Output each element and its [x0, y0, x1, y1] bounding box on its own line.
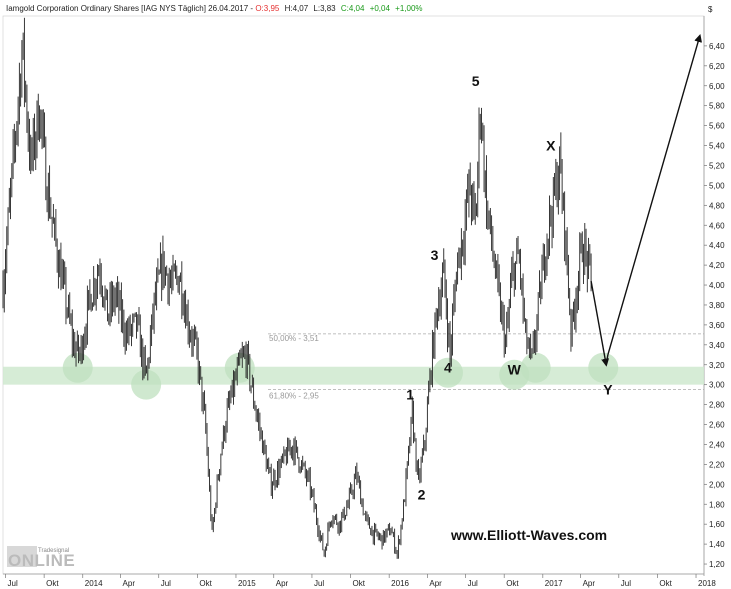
close-value: C:4,04 — [341, 4, 365, 13]
y-tick-label: 4,20 — [709, 261, 725, 270]
x-tick-label: Apr — [123, 579, 136, 588]
y-tick-label: 3,40 — [709, 341, 725, 350]
logo-small-text: Tradesignal — [38, 548, 69, 554]
forecast-arrow — [590, 280, 610, 367]
y-tick-label: 1,40 — [709, 540, 725, 549]
support-circle — [62, 352, 93, 383]
x-tick-label: 2018 — [698, 579, 716, 588]
currency-symbol: $ — [708, 5, 713, 14]
y-tick-label: 2,00 — [709, 480, 725, 489]
y-tick-label: 4,00 — [709, 281, 725, 290]
logo-box — [7, 546, 37, 567]
open-value: O:3,95 — [255, 4, 280, 13]
y-tick-label: 2,60 — [709, 421, 725, 430]
wave-label: 1 — [406, 387, 414, 403]
y-tick-label: 5,00 — [709, 181, 725, 190]
y-tick-label: 1,80 — [709, 500, 725, 509]
y-tick-label: 3,60 — [709, 321, 725, 330]
chart-title: Iamgold Corporation Ordinary Shares [IAG… — [6, 4, 253, 13]
chart-header: Iamgold Corporation Ordinary Shares [IAG… — [6, 4, 423, 13]
x-tick-label: Jul — [468, 579, 478, 588]
forecast-arrow — [605, 354, 609, 365]
y-tick-label: 1,60 — [709, 520, 725, 529]
y-tick-label: 3,80 — [709, 301, 725, 310]
x-tick-label: Apr — [429, 579, 442, 588]
y-tick-label: 5,80 — [709, 102, 725, 111]
forecast-arrow — [607, 34, 702, 355]
x-tick-label: Jul — [8, 579, 18, 588]
x-tick-label: Okt — [353, 579, 366, 588]
wave-label: Y — [603, 382, 613, 398]
x-tick-label: Okt — [659, 579, 672, 588]
wave-label: W — [508, 362, 522, 378]
y-tick-label: 2,20 — [709, 460, 725, 469]
watermark-text: www.Elliott-Waves.com — [450, 527, 607, 543]
x-tick-label: Okt — [506, 579, 519, 588]
x-tick-label: Okt — [199, 579, 212, 588]
x-tick-label: Jul — [314, 579, 324, 588]
y-tick-label: 2,80 — [709, 401, 725, 410]
tradesignal-logo: Tradesignal ONLINE — [7, 546, 75, 570]
wave-label: 5 — [472, 73, 480, 89]
x-tick-label: 2014 — [85, 579, 103, 588]
x-tick-label: Apr — [583, 579, 596, 588]
y-tick-label: 5,20 — [709, 161, 725, 170]
y-tick-label: 4,60 — [709, 221, 725, 230]
support-circle — [131, 369, 162, 400]
x-tick-label: Jul — [161, 579, 171, 588]
x-tick-label: Apr — [276, 579, 289, 588]
support-circle — [588, 352, 619, 383]
support-circle — [432, 357, 463, 388]
y-tick-label: 6,20 — [709, 62, 725, 71]
y-tick-label: 6,00 — [709, 82, 725, 91]
support-circle — [520, 352, 551, 383]
y-tick-label: 3,20 — [709, 361, 725, 370]
x-tick-label: 2016 — [391, 579, 409, 588]
y-tick-label: 2,40 — [709, 440, 725, 449]
x-tick-label: Okt — [46, 579, 59, 588]
high-value: H:4,07 — [285, 4, 309, 13]
x-tick-label: 2017 — [545, 579, 563, 588]
x-tick-label: 2015 — [238, 579, 256, 588]
fib-level-label: 50,00% - 3,51 — [269, 334, 319, 343]
change-pct-value: +1,00% — [395, 4, 422, 13]
wave-label: X — [546, 138, 556, 154]
wave-label: 2 — [418, 486, 426, 502]
y-tick-label: 6,40 — [709, 42, 725, 51]
fib-level-label: 61,80% - 2,95 — [269, 392, 319, 401]
low-value: L:3,83 — [313, 4, 336, 13]
change-value: +0,04 — [370, 4, 391, 13]
y-tick-label: 4,80 — [709, 201, 725, 210]
logo-big-text: ONLINE — [8, 551, 75, 570]
y-tick-label: 1,20 — [709, 560, 725, 569]
y-tick-label: 5,40 — [709, 142, 725, 151]
wave-label: 4 — [444, 360, 452, 376]
wave-label: 3 — [431, 247, 439, 263]
y-tick-label: 3,00 — [709, 381, 725, 390]
y-tick-label: 4,40 — [709, 241, 725, 250]
x-tick-label: Jul — [621, 579, 631, 588]
y-tick-label: 5,60 — [709, 122, 725, 131]
